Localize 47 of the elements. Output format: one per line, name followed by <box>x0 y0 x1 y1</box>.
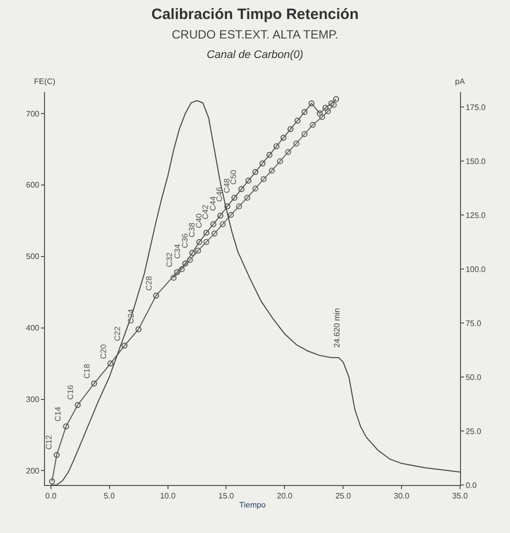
y2-tick-label: 150.0 <box>466 156 486 166</box>
y-tick-label: 300 <box>26 395 40 404</box>
data-label: C34 <box>172 244 182 259</box>
x-tick-label: 5.0 <box>104 492 116 501</box>
y-tick-label: 500 <box>26 252 40 262</box>
x-tick-label: 30.0 <box>394 492 410 501</box>
data-label: C14 <box>54 406 63 422</box>
data-label: C18 <box>82 363 92 379</box>
y-tick-label: 200 <box>26 466 40 476</box>
y-tick-label: 700 <box>26 109 40 118</box>
data-label: C42 <box>201 204 210 220</box>
data-label: C36 <box>180 232 190 248</box>
x-tick-label: 20.0 <box>276 492 293 501</box>
y2-tick-label: 125.0 <box>466 210 486 220</box>
data-label: C50 <box>229 169 238 185</box>
text: Canal de Carbon(0) <box>206 49 304 62</box>
data-label: C12 <box>44 434 54 450</box>
x-tick-label: 35.0 <box>452 492 468 501</box>
x-tick-label: 10.0 <box>160 492 176 501</box>
y2-tick-label: 25.0 <box>466 426 482 436</box>
data-label: C28 <box>144 275 154 291</box>
data-label: C24 <box>126 308 136 324</box>
data-label: C22 <box>112 326 122 342</box>
x-tick-label: 0.0 <box>45 492 57 501</box>
data-label: C38 <box>187 222 196 238</box>
x-tick-label: 15.0 <box>218 492 235 501</box>
data-label: C46 <box>215 186 224 202</box>
y-tick-label: 600 <box>26 180 40 190</box>
y-tick-label: 400 <box>26 324 40 333</box>
data-label: C20 <box>98 344 108 359</box>
data-label: C32 <box>165 252 174 268</box>
y2-tick-label: 100.0 <box>466 264 486 274</box>
y2-axis-title: pA <box>455 77 466 86</box>
chart-subtitle: CRUDO EST.EXT. ALTA TEMP. <box>172 28 338 42</box>
y2-tick-label: 50.0 <box>466 372 482 382</box>
x-axis-title: Tiempo <box>239 500 266 510</box>
chart-title: Calibración Timpo Retención <box>151 6 359 24</box>
y2-tick-label: 175.0 <box>466 102 486 112</box>
y-axis-title: FE(C) <box>34 77 56 86</box>
y2-tick-label: 0.0 <box>466 480 478 490</box>
data-label: C44 <box>208 196 218 211</box>
x-tick-label: 25.0 <box>335 492 352 501</box>
data-label: C48 <box>222 178 232 194</box>
annotation: 24.620 min <box>332 308 342 348</box>
data-label: C40 <box>194 212 204 228</box>
data-label: C16 <box>66 384 75 400</box>
y2-tick-label: 75.0 <box>466 318 482 328</box>
